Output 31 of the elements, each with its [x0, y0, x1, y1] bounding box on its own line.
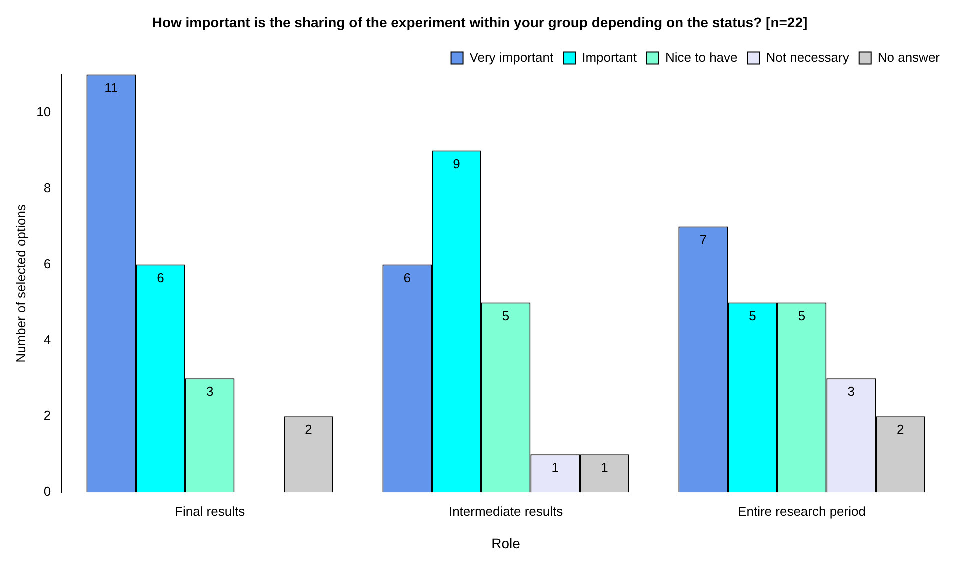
chart-title: How important is the sharing of the experiment within your group depending on the status? [n=22] — [152, 14, 808, 30]
y-tick-label: 4 — [44, 332, 52, 348]
data-label: 6 — [157, 270, 164, 286]
y-tick-label: 6 — [44, 256, 52, 272]
x-tick-label: Entire research period — [738, 504, 866, 519]
x-tick-label: Intermediate results — [448, 504, 564, 519]
data-label: 11 — [104, 80, 118, 96]
x-axis-title: Role — [492, 535, 521, 552]
data-label: 7 — [700, 232, 707, 248]
data-label: 3 — [206, 384, 214, 400]
data-label: 1 — [552, 460, 559, 476]
data-label: 1 — [601, 460, 608, 476]
data-label: 5 — [502, 308, 510, 324]
legend-label: Very important — [470, 50, 554, 65]
data-label: 5 — [749, 308, 756, 324]
data-label: 2 — [897, 422, 904, 438]
y-tick-label: 8 — [44, 180, 52, 196]
y-axis-title: Number of selected options — [13, 204, 28, 363]
data-label: 5 — [798, 308, 806, 324]
data-label: 3 — [848, 384, 855, 400]
data-label: 6 — [404, 270, 411, 286]
legend-label: Not necessary — [766, 50, 850, 65]
y-tick-label: 2 — [44, 408, 52, 424]
legend-label: No answer — [878, 50, 941, 65]
x-tick-label: Final results — [175, 504, 246, 519]
legend-label: Important — [582, 50, 638, 65]
y-tick-label: 0 — [44, 484, 52, 500]
data-label: 9 — [453, 156, 460, 172]
y-tick-label: 10 — [36, 104, 52, 120]
data-label: 2 — [305, 422, 312, 438]
legend-label: Nice to have — [666, 50, 738, 65]
